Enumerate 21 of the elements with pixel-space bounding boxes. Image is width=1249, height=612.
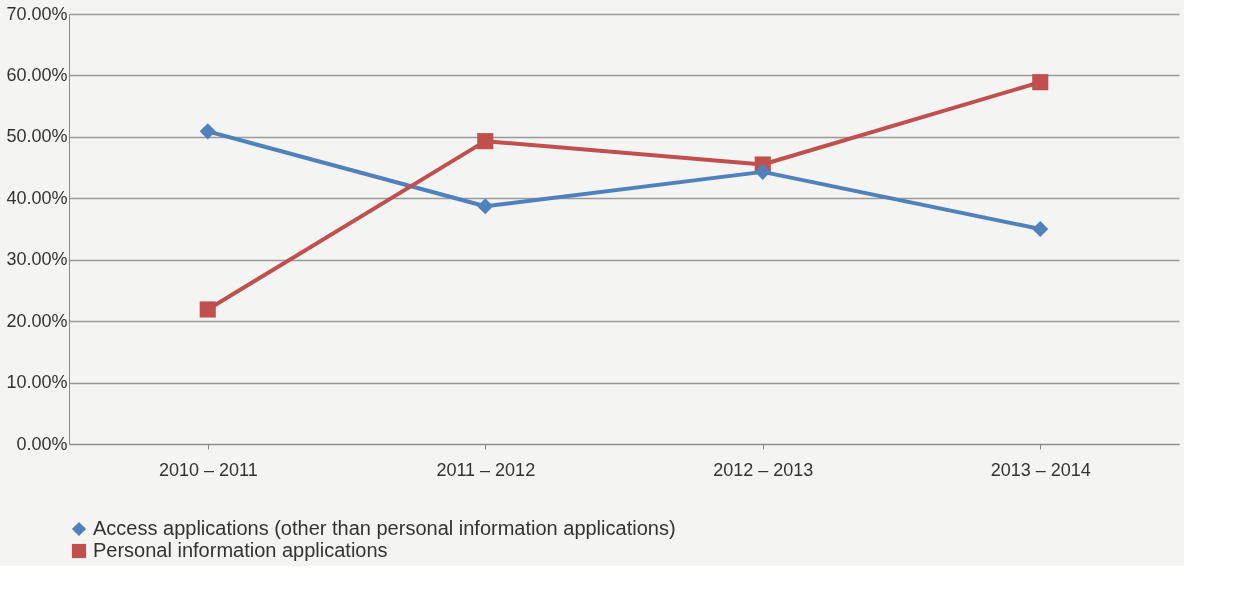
- point: [199, 123, 216, 140]
- y-tick-label: 60.00%: [6, 64, 68, 85]
- y-tick-label: 70.00%: [6, 3, 68, 24]
- point: [199, 301, 216, 318]
- x-tick-label: 2013 – 2014: [990, 459, 1091, 480]
- x-tick-label: 2010 – 2011: [158, 459, 258, 480]
- legend-label: Access applications (other than personal information applications): [93, 517, 676, 539]
- point: [1032, 220, 1049, 238]
- y-tick-label: 30.00%: [6, 249, 68, 270]
- y-tick-label: 20.00%: [6, 310, 68, 331]
- y-tick-label: 40.00%: [6, 187, 68, 208]
- x-tick-label: 2012 – 2013: [713, 459, 814, 480]
- y-tick-label: 10.00%: [6, 372, 68, 393]
- legend-label: Personal information applications: [93, 539, 388, 561]
- point: [477, 133, 494, 150]
- point: [1032, 74, 1049, 91]
- y-tick-label: 50.00%: [6, 126, 68, 147]
- y-tick-label: 0.00%: [16, 433, 68, 454]
- x-tick-label: 2011 – 2012: [436, 459, 536, 480]
- point: [477, 198, 494, 215]
- point: [754, 163, 771, 180]
